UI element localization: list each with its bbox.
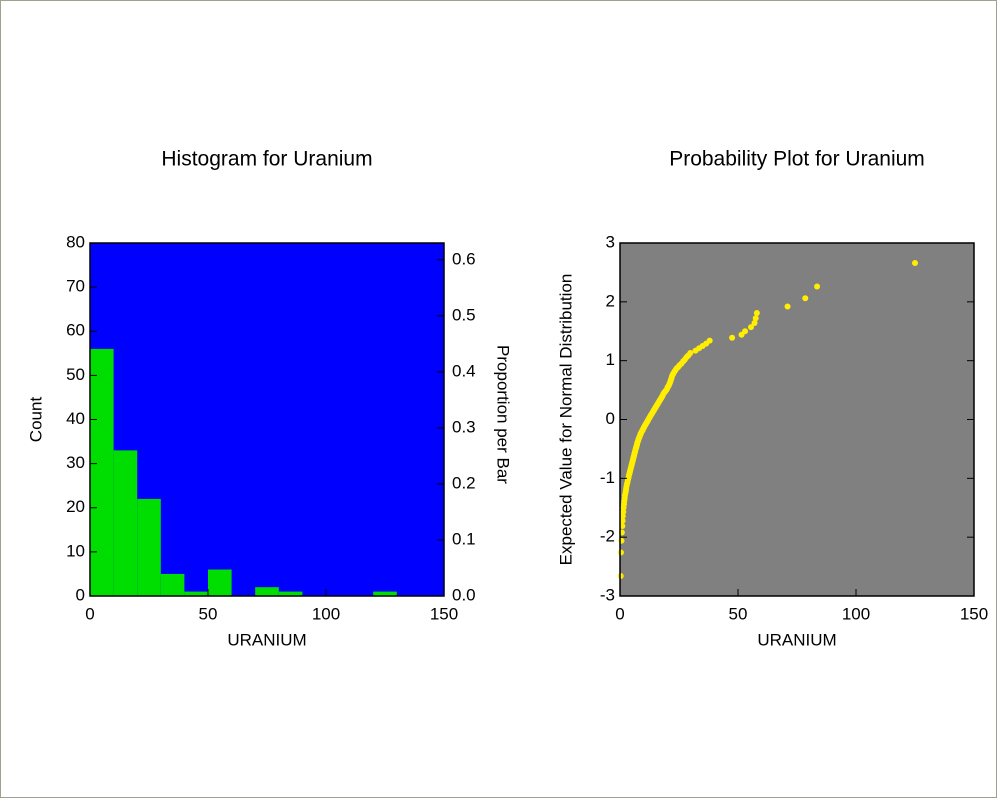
chart-title: Probability Plot for Uranium xyxy=(669,148,925,171)
x-tick-label: 50 xyxy=(199,604,218,623)
y-tick-label: 50 xyxy=(66,365,85,384)
bar xyxy=(278,591,303,596)
y-tick-label: 0 xyxy=(76,585,85,604)
point xyxy=(784,303,791,310)
bar xyxy=(373,591,397,596)
y-tick-label: 2 xyxy=(606,291,615,310)
y-tick-label: 10 xyxy=(66,541,85,560)
point xyxy=(617,549,624,556)
y-tick-label: 30 xyxy=(66,453,85,472)
y-tick-label: 0 xyxy=(606,409,615,428)
point xyxy=(706,337,713,344)
x-axis-label: URANIUM xyxy=(227,630,306,649)
y2-tick-label: 0.5 xyxy=(452,305,476,324)
y-tick-label: 60 xyxy=(66,321,85,340)
x-tick-label: 150 xyxy=(430,604,458,623)
point xyxy=(619,522,626,529)
x-tick-label: 100 xyxy=(312,604,340,623)
point xyxy=(742,328,749,335)
y2-tick-label: 0.1 xyxy=(452,529,476,548)
x-tick-label: 0 xyxy=(615,604,624,623)
point xyxy=(753,310,760,317)
y-tick-label: -3 xyxy=(600,585,615,604)
point xyxy=(751,320,758,327)
bar xyxy=(113,450,138,596)
y2-tick-label: 0.6 xyxy=(452,249,476,268)
point xyxy=(687,350,694,357)
point xyxy=(729,334,736,341)
bar xyxy=(160,573,185,596)
y-tick-label: 80 xyxy=(66,232,85,251)
y-tick-label: 70 xyxy=(66,277,85,296)
y-tick-label: -2 xyxy=(600,527,615,546)
y-tick-label: 3 xyxy=(606,232,615,251)
point xyxy=(752,315,759,322)
bar xyxy=(208,569,232,596)
x-tick-label: 0 xyxy=(85,604,94,623)
bar xyxy=(184,591,208,596)
point xyxy=(619,517,626,524)
bar xyxy=(255,587,279,596)
y2-tick-label: 0.2 xyxy=(452,473,476,492)
point xyxy=(802,295,809,302)
y2-axis-label: Proportion per Bar xyxy=(494,345,513,484)
y-axis-label: Expected Value for Normal Distribution xyxy=(556,274,575,566)
x-axis-label: URANIUM xyxy=(757,630,836,649)
bar xyxy=(137,498,161,596)
chart-title: Histogram for Uranium xyxy=(161,148,372,171)
x-tick-label: 50 xyxy=(729,604,748,623)
y-tick-label: 1 xyxy=(606,350,615,369)
y2-tick-label: 0.0 xyxy=(452,585,476,604)
y2-tick-label: 0.4 xyxy=(452,361,476,380)
y-axis-label: Count xyxy=(26,397,45,443)
x-tick-label: 150 xyxy=(960,604,988,623)
y-tick-label: -1 xyxy=(600,468,615,487)
point xyxy=(912,260,918,267)
y-tick-label: 40 xyxy=(66,409,85,428)
x-tick-label: 100 xyxy=(842,604,870,623)
plot-background xyxy=(620,243,974,596)
point xyxy=(747,324,754,331)
bar xyxy=(90,348,114,596)
point xyxy=(814,283,821,290)
y-tick-label: 20 xyxy=(66,497,85,516)
y2-tick-label: 0.3 xyxy=(452,417,476,436)
